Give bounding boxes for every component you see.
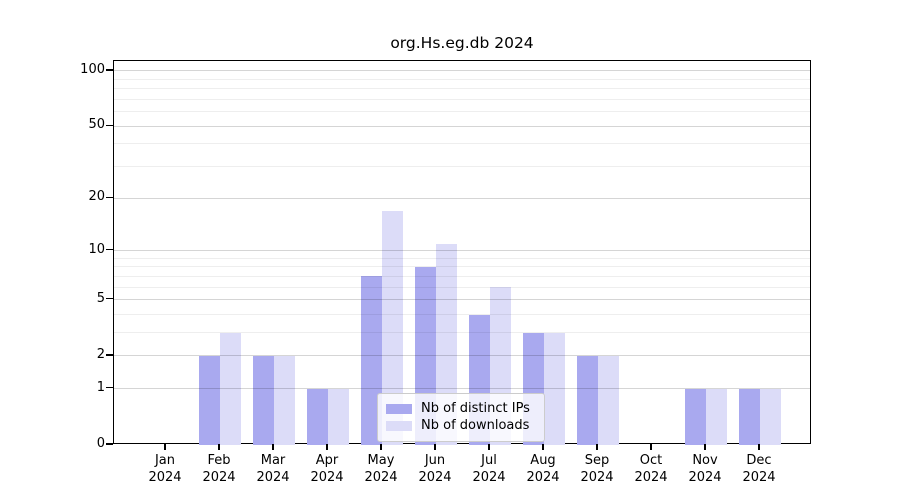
y-tick-label: 2 bbox=[96, 346, 105, 362]
bar-downloads bbox=[220, 332, 241, 445]
x-tick-label-year: 2024 bbox=[364, 470, 398, 485]
gridline bbox=[114, 314, 810, 315]
gridline bbox=[114, 98, 810, 100]
gridline bbox=[114, 257, 810, 259]
x-tick-label: Oct 2024 bbox=[606, 452, 696, 486]
x-tick-label: Feb 2024 bbox=[174, 452, 264, 486]
x-tick-label-year: 2024 bbox=[418, 470, 452, 485]
bar-downloads bbox=[760, 388, 781, 445]
gridline bbox=[114, 299, 810, 301]
x-tick-mark bbox=[488, 444, 490, 450]
y-tick-mark bbox=[106, 387, 113, 389]
bar-distinct-ips bbox=[253, 355, 274, 445]
x-tick-label: Jun 2024 bbox=[390, 452, 480, 486]
x-tick-mark bbox=[218, 444, 220, 450]
bar-distinct-ips bbox=[685, 388, 706, 445]
x-tick-label: Dec 2024 bbox=[714, 452, 804, 486]
x-tick-label-year: 2024 bbox=[256, 470, 290, 485]
x-tick-mark bbox=[596, 444, 598, 450]
gridline bbox=[114, 388, 810, 390]
y-tick-mark bbox=[106, 354, 113, 356]
x-tick-label-year: 2024 bbox=[202, 470, 236, 485]
x-tick-mark bbox=[164, 444, 166, 450]
y-tick-mark bbox=[106, 248, 113, 251]
x-tick-label: Sep 2024 bbox=[552, 452, 642, 486]
chart-title: org.Hs.eg.db 2024 bbox=[390, 34, 534, 52]
bar-downloads bbox=[382, 210, 403, 445]
y-tick-mark bbox=[106, 196, 113, 198]
x-tick-mark bbox=[272, 444, 274, 450]
y-tick-mark bbox=[106, 298, 113, 300]
bar-downloads bbox=[544, 332, 565, 445]
x-tick-mark bbox=[380, 444, 382, 450]
x-tick-label-year: 2024 bbox=[310, 470, 344, 485]
x-tick-label-year: 2024 bbox=[472, 470, 506, 485]
y-tick-label: 5 bbox=[96, 290, 105, 306]
y-tick-label: 50 bbox=[88, 117, 105, 133]
gridline bbox=[114, 286, 810, 288]
x-tick-label-year: 2024 bbox=[526, 470, 560, 485]
x-tick-mark bbox=[650, 444, 652, 450]
bar-distinct-ips bbox=[199, 355, 220, 445]
bar-distinct-ips bbox=[361, 276, 382, 445]
bar-distinct-ips bbox=[739, 388, 760, 445]
x-tick-label: Nov 2024 bbox=[660, 452, 750, 486]
x-tick-label-year: 2024 bbox=[634, 470, 668, 485]
bar-distinct-ips bbox=[307, 388, 328, 445]
legend-swatch-downloads bbox=[386, 421, 412, 431]
gridline bbox=[114, 250, 810, 252]
gridline bbox=[114, 143, 810, 145]
gridline bbox=[114, 166, 810, 168]
y-tick-label: 0 bbox=[96, 436, 105, 451]
gridline bbox=[114, 266, 810, 268]
y-tick-label: 10 bbox=[88, 241, 105, 257]
gridline bbox=[114, 275, 810, 277]
legend-label-downloads: Nb of downloads bbox=[421, 418, 530, 433]
x-tick-mark bbox=[434, 444, 436, 450]
x-tick-label: May 2024 bbox=[336, 452, 426, 486]
gridline bbox=[114, 88, 810, 90]
y-tick-label: 20 bbox=[88, 189, 105, 205]
x-tick-mark bbox=[758, 444, 760, 450]
bar-downloads bbox=[328, 388, 349, 445]
plot-area: Nb of distinct IPs Nb of downloads bbox=[113, 60, 811, 445]
legend-item-distinct-ips: Nb of distinct IPs bbox=[386, 401, 536, 417]
legend-item-downloads: Nb of downloads bbox=[386, 418, 536, 434]
gridline bbox=[114, 197, 810, 199]
bar-downloads bbox=[274, 355, 295, 445]
x-tick-mark bbox=[326, 444, 328, 450]
bar-distinct-ips bbox=[577, 355, 598, 445]
x-tick-label: Jan 2024 bbox=[120, 452, 210, 486]
gridline bbox=[114, 332, 810, 334]
y-tick-mark bbox=[106, 443, 113, 445]
y-tick-mark bbox=[106, 69, 113, 71]
x-tick-label-year: 2024 bbox=[148, 470, 182, 485]
x-tick-label: Aug 2024 bbox=[498, 452, 588, 486]
gridline bbox=[114, 78, 810, 80]
x-tick-label: Mar 2024 bbox=[228, 452, 318, 486]
y-tick-mark bbox=[106, 124, 113, 126]
x-tick-label-year: 2024 bbox=[580, 470, 614, 485]
x-tick-label: Apr 2024 bbox=[282, 452, 372, 486]
x-tick-mark bbox=[542, 444, 544, 450]
gridline bbox=[114, 125, 810, 127]
legend: Nb of distinct IPs Nb of downloads bbox=[377, 393, 545, 442]
gridline bbox=[114, 111, 810, 113]
legend-swatch-distinct-ips bbox=[386, 404, 412, 414]
y-tick-label: 1 bbox=[96, 379, 105, 395]
gridline bbox=[114, 70, 810, 72]
legend-label-distinct-ips: Nb of distinct IPs bbox=[421, 401, 530, 416]
x-tick-label-year: 2024 bbox=[742, 470, 776, 485]
x-tick-mark bbox=[704, 444, 706, 450]
gridline bbox=[114, 355, 810, 357]
x-tick-label-year: 2024 bbox=[688, 470, 722, 485]
y-tick-label: 100 bbox=[80, 61, 105, 77]
bar-downloads bbox=[598, 355, 619, 445]
bar-downloads bbox=[706, 388, 727, 445]
x-tick-label: Jul 2024 bbox=[444, 452, 534, 486]
